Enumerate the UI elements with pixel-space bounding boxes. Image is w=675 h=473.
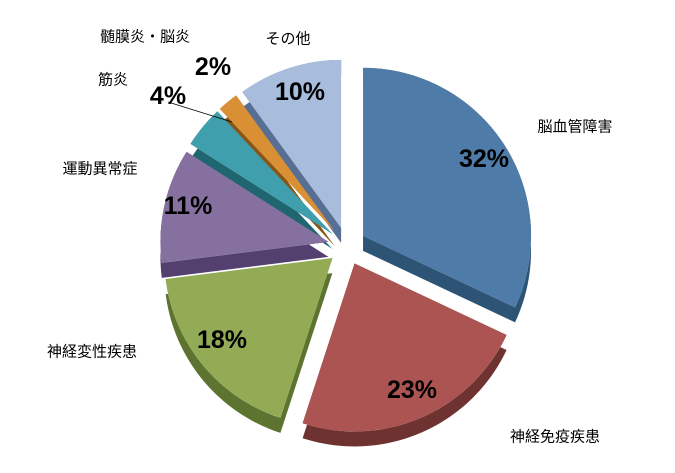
svg-text:4%: 4%	[150, 82, 186, 110]
svg-text:11%: 11%	[164, 192, 213, 220]
svg-text:18%: 18%	[197, 326, 247, 354]
svg-text:10%: 10%	[275, 78, 325, 106]
svg-text:32%: 32%	[459, 145, 509, 173]
svg-text:23%: 23%	[387, 376, 437, 404]
svg-text:2%: 2%	[195, 53, 231, 81]
